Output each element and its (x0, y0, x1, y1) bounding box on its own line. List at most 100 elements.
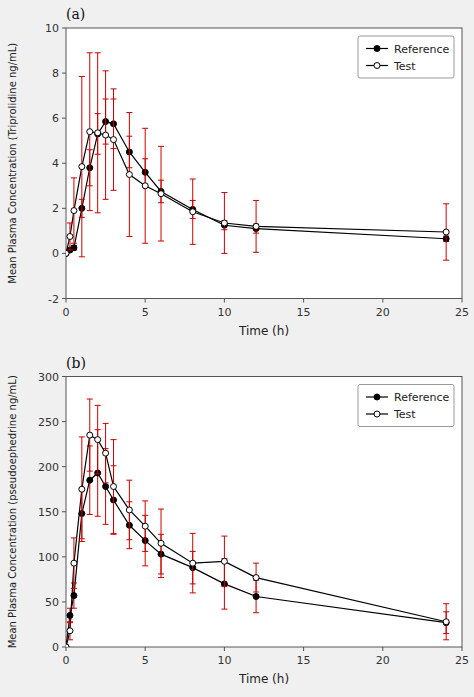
error-bar-cap (443, 603, 449, 604)
error-bar-cap (71, 177, 77, 178)
x-tick (224, 299, 225, 303)
error-bar-cap (253, 612, 259, 613)
point (443, 619, 449, 625)
error-bar-cap (103, 70, 109, 71)
x-tick (66, 647, 67, 651)
error-bar-cap (158, 241, 164, 242)
error-bar-cap (253, 563, 259, 564)
y-tick (62, 376, 66, 377)
error-bar (142, 128, 148, 243)
error-bar-cap (190, 179, 196, 180)
y-tick (62, 253, 66, 254)
y-tick (62, 118, 66, 119)
y-tick-label: 10 (45, 22, 59, 35)
error-bar (111, 89, 117, 190)
error-bar (142, 501, 148, 551)
error-bar-cap (111, 190, 117, 191)
error-bar-cap (142, 500, 148, 501)
y-tick-label: 8 (52, 67, 59, 80)
x-axis-label: Time (h) (238, 672, 289, 686)
series (66, 399, 449, 647)
x-axis-label: Time (h) (238, 324, 289, 338)
point (67, 628, 73, 634)
series (66, 99, 449, 256)
point (66, 250, 69, 256)
data-layer (66, 53, 449, 260)
y-tick-label: 300 (38, 371, 59, 384)
x-tick-label: 0 (63, 654, 70, 667)
error-bar-cap (95, 52, 101, 53)
error-bar-cap (126, 112, 132, 113)
error-bar (221, 536, 227, 586)
x-tick (303, 647, 304, 651)
x-tick-label: 10 (217, 306, 231, 319)
error-bar (67, 608, 73, 622)
point (190, 209, 196, 215)
error-bar-cap (221, 253, 227, 254)
point (87, 477, 93, 483)
y-tick-label: 4 (52, 157, 59, 170)
error-bar-cap (443, 639, 449, 640)
error-bar-cap (87, 399, 93, 400)
error-bar-cap (79, 541, 85, 542)
error-bar-cap (79, 256, 85, 257)
point (103, 450, 109, 456)
error-bar-cap (253, 252, 259, 253)
x-tick-label: 5 (142, 654, 149, 667)
point (67, 612, 73, 618)
error-bar (443, 604, 449, 640)
point (71, 208, 77, 214)
error-bar (111, 440, 117, 534)
error-bar-cap (443, 203, 449, 204)
error-bar-cap (87, 210, 93, 211)
error-bar-cap (67, 621, 73, 622)
y-axis-label: Mean Plasma Concentration (pseudoephedri… (7, 375, 18, 648)
y-tick (62, 556, 66, 557)
y-tick (62, 466, 66, 467)
error-bar (443, 204, 449, 260)
point (95, 437, 101, 443)
point (79, 486, 85, 492)
x-tick (66, 299, 67, 303)
error-bar-cap (71, 588, 77, 589)
point (87, 129, 93, 135)
error-bar-cap (79, 436, 85, 437)
plot-area (66, 28, 462, 299)
error-bar-cap (142, 565, 148, 566)
error-bar (71, 178, 77, 243)
point (126, 172, 132, 178)
error-bar (103, 423, 109, 483)
legend-swatch-marker (374, 63, 380, 69)
point (111, 484, 117, 490)
legend-box (358, 36, 454, 78)
error-bar-cap (221, 586, 227, 587)
point (95, 130, 101, 136)
axis-frame (66, 377, 462, 648)
error-bar-cap (103, 199, 109, 200)
error-bar (103, 71, 109, 199)
y-tick-label: 50 (45, 596, 59, 609)
x-tick (382, 299, 383, 303)
legend-swatch-marker (374, 394, 380, 400)
point (67, 234, 73, 240)
error-bar (95, 405, 101, 474)
data-layer (66, 399, 449, 647)
y-tick-label: -2 (48, 293, 59, 306)
error-bar-cap (111, 88, 117, 89)
legend-swatch-marker (374, 411, 380, 417)
error-bar-cap (158, 509, 164, 510)
error-bar (126, 113, 132, 237)
error-bar-cap (95, 473, 101, 474)
error-bar-cap (221, 192, 227, 193)
error-bar-cap (103, 423, 109, 424)
error-bar-cap (190, 592, 196, 593)
panel-title: (a) (66, 6, 85, 22)
point (66, 250, 69, 256)
point (142, 183, 148, 189)
x-tick-label: 20 (376, 306, 390, 319)
panel: -202468100510152025Time (h)Mean Plasma C… (7, 6, 469, 338)
x-tick-label: 20 (376, 654, 390, 667)
error-bar-cap (126, 480, 132, 481)
y-tick (62, 421, 66, 422)
error-bar (87, 399, 93, 471)
